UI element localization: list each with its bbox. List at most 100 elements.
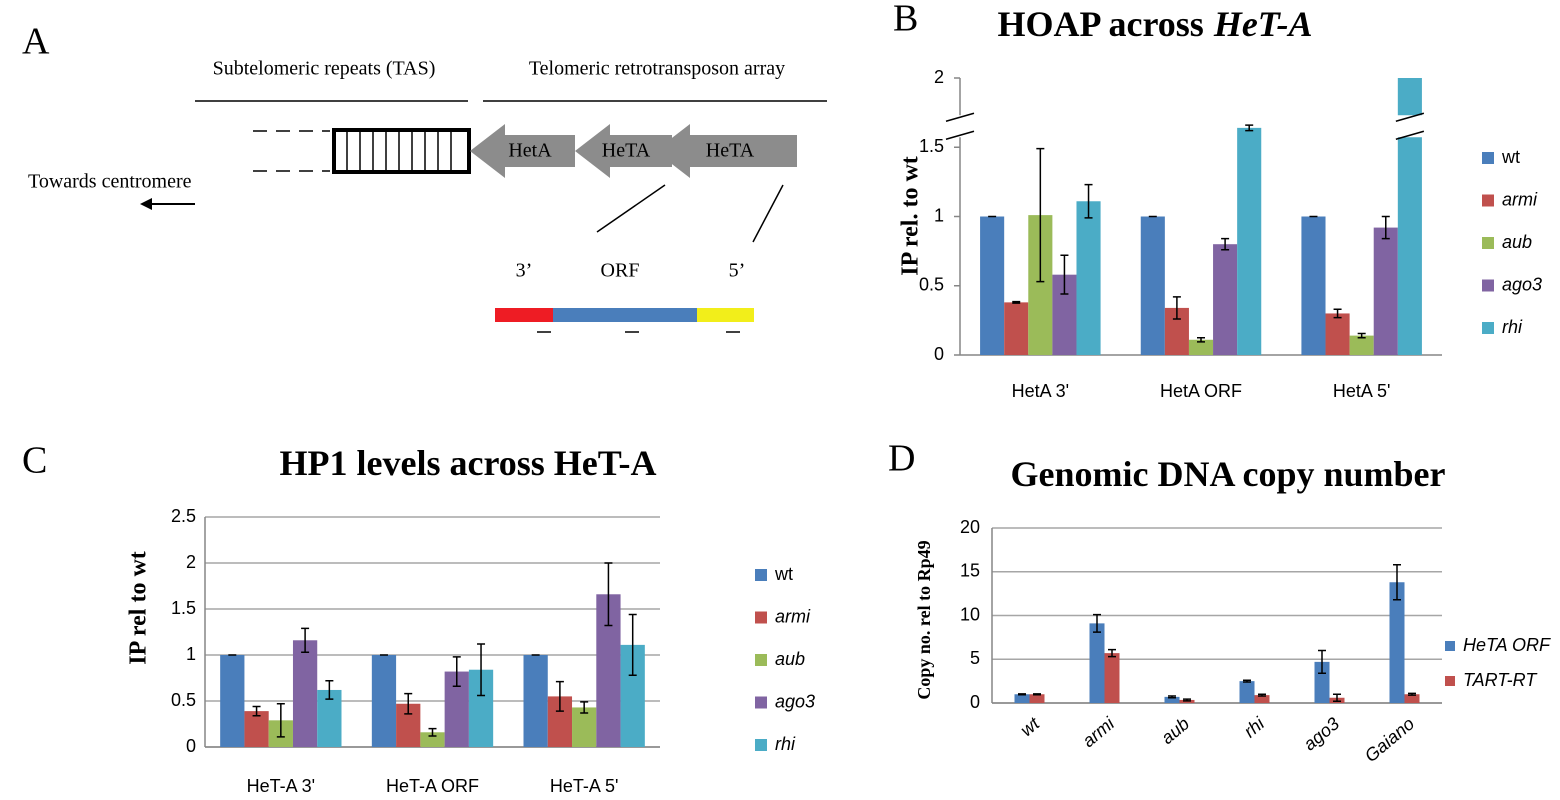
bar [244, 711, 269, 747]
segment-label: ORF [601, 260, 640, 282]
element-arrow [470, 124, 575, 178]
legend-swatch [1482, 279, 1494, 292]
x-tick-label: HeT-A 3' [247, 776, 315, 796]
legend-swatch [1445, 676, 1455, 686]
bar [1254, 695, 1270, 703]
panel-label: D [888, 438, 915, 480]
y-tick-label: 2.5 [171, 506, 196, 526]
axis-break [1395, 115, 1424, 138]
y-tick-label: 1.5 [171, 598, 196, 618]
bar [1014, 694, 1030, 703]
error-bar [1357, 332, 1366, 339]
x-tick-label: armi [1078, 713, 1118, 751]
error-bar [580, 701, 589, 714]
y-tick-label: 1 [934, 205, 944, 225]
element-label: HetA [508, 140, 552, 162]
x-tick-label: ago3 [1300, 713, 1344, 754]
x-tick-label: HeT-A 5' [550, 776, 618, 796]
bar [1404, 694, 1420, 703]
diagram: A Subtelomeric repeats (TAS) Telomeric r… [22, 21, 827, 333]
error-bar [1408, 692, 1416, 696]
error-bar [1093, 613, 1101, 633]
bar [1237, 127, 1262, 355]
error-bar [325, 680, 334, 700]
bar [1325, 313, 1350, 355]
chart: B HOAP across HeT-A IP rel. to wt 0 0.5 1 1.5 2 H… [893, 0, 1542, 401]
tas-label: Subtelomeric repeats (TAS) [213, 58, 436, 80]
x-tick-label: HetA ORF [1160, 381, 1242, 401]
legend-label: rhi [775, 734, 796, 754]
element-arrow [575, 124, 672, 178]
y-tick-label: 5 [970, 648, 980, 668]
array-label: Telomeric retrotransposon array [529, 58, 785, 80]
panel-label: A [22, 21, 50, 63]
element-arrow [655, 124, 797, 178]
error-bar [1318, 649, 1326, 674]
y-tick-label: 15 [960, 561, 980, 581]
tas-stripes [346, 130, 452, 172]
bar [292, 640, 318, 747]
error-bar [1108, 648, 1116, 658]
zoom-line [752, 184, 784, 243]
legend-swatch [755, 611, 767, 624]
error-bar [477, 643, 486, 697]
element-label: HeTA [602, 140, 651, 162]
title-part: HP1 levels across HeT-A [280, 443, 657, 483]
error-bar [1258, 693, 1266, 697]
legend-label: rhi [1502, 317, 1523, 337]
legend-label: ago3 [775, 691, 815, 711]
centromere-label: Towards centromere [28, 171, 192, 193]
x-tick-label: HetA 3' [1012, 381, 1069, 401]
legend-label: wt [1501, 147, 1520, 167]
error-bar [1183, 698, 1191, 702]
error-bar [1243, 679, 1251, 683]
error-bar [1245, 124, 1254, 132]
arrowhead [140, 198, 152, 210]
error-bar [1036, 147, 1045, 283]
error-bar [301, 627, 310, 653]
bar [1004, 302, 1029, 355]
axis-break [945, 112, 975, 140]
bar [1140, 216, 1165, 355]
axis-break [946, 115, 974, 138]
error-bar [252, 705, 261, 717]
legend-swatch [1482, 322, 1494, 334]
y-tick-label: 0.5 [171, 690, 196, 710]
legend-label: armi [775, 606, 811, 626]
bar [1188, 339, 1214, 355]
legend-swatch [755, 654, 767, 666]
error-bar [604, 562, 613, 627]
chart: D Genomic DNA copy number Copy no. rel to … [888, 438, 1551, 766]
error-bar [452, 656, 461, 688]
bar [1373, 227, 1398, 355]
error-bar [1221, 237, 1230, 251]
x-tick-label: rhi [1240, 713, 1269, 742]
axis-break [1395, 112, 1425, 140]
y-axis-label: Copy no. rel to Rp49 [914, 540, 934, 699]
error-bar [1084, 183, 1093, 219]
y-axis-label: IP rel to wt [126, 551, 152, 665]
y-tick-label: 0 [934, 344, 944, 364]
legend-swatch [1445, 641, 1455, 651]
zoom-line [596, 184, 666, 233]
element-label: HeTA [706, 140, 755, 162]
legend-label: aub [775, 649, 805, 669]
error-bar [1033, 693, 1041, 696]
bar [572, 707, 597, 747]
legend-swatch [755, 696, 767, 709]
legend-label: TART-RT [1463, 670, 1538, 690]
bar [1164, 696, 1180, 703]
segment [553, 308, 697, 322]
legend-label: ago3 [1502, 274, 1542, 294]
legend-label: aub [1502, 232, 1532, 252]
error-bar [1168, 695, 1176, 699]
bar [220, 655, 245, 747]
y-tick-label: 20 [960, 517, 980, 537]
y-tick-label: 2 [934, 67, 944, 87]
error-bar [628, 613, 637, 676]
bar [523, 655, 548, 747]
legend-label: HeTA ORF [1463, 635, 1551, 655]
bar [1349, 335, 1374, 355]
segment-label: 3’ [516, 260, 533, 282]
